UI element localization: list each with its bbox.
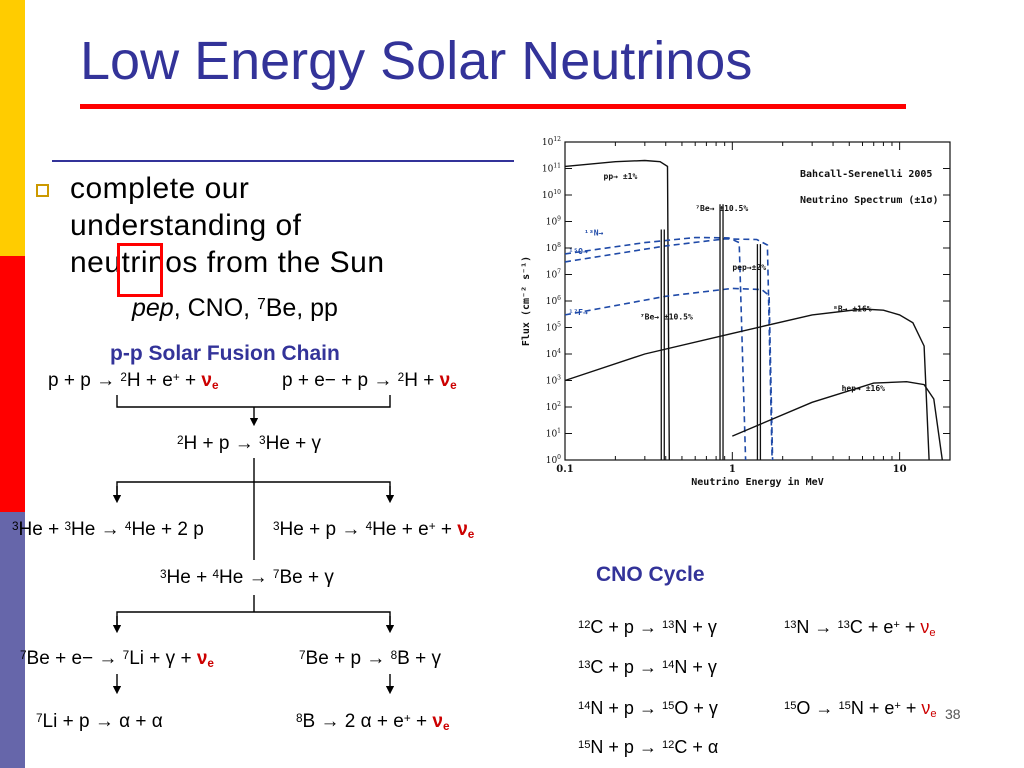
neutrino-spectrum-chart: 1001011021031041051061071081091010101110… (521, 136, 951, 488)
line-pep-label: pep→±2% (732, 263, 766, 272)
side-bar-yellow (0, 0, 25, 256)
y-tick-label: 1012 (542, 136, 561, 148)
x-axis-label: Neutrino Energy in MeV (691, 476, 823, 488)
cno-reaction-1: 12C + p → 13N + γ (578, 617, 717, 637)
y-tick-label: 107 (546, 269, 561, 281)
cno-reaction-4: 14N + p → 15O + γ (578, 698, 718, 718)
line-7be-0.86-label: ⁷Be→ ±10.5% (695, 204, 748, 213)
y-tick-label: 100 (546, 454, 561, 466)
y-axis-label: Flux (cm⁻² s⁻¹) (521, 256, 532, 346)
series-8b-label: ⁸B→ ±16% (833, 305, 872, 314)
y-tick-label: 1010 (542, 189, 561, 201)
cno-reaction-6: 15N + p → 12C + α (578, 737, 719, 757)
bullet-line-3: neutrinos from the Sun (70, 246, 385, 279)
series-hep-line (732, 380, 943, 461)
x-tick-label: 0.1 (556, 464, 573, 475)
series-15o-line (564, 238, 773, 461)
reaction-pep: p + e− + p → 2H + νe (282, 370, 457, 392)
highlight-box (117, 243, 163, 297)
series-pp-line (564, 159, 670, 461)
x-tick-label: 10 (893, 464, 907, 475)
bullet-line-2: understanding of (70, 209, 302, 242)
line-7be-0.38-label: ⁷Be→ ±10.5% (640, 313, 693, 322)
section-divider (52, 160, 514, 162)
side-bar-red (0, 256, 25, 512)
page-number: 38 (945, 706, 961, 722)
y-tick-label: 103 (546, 375, 561, 387)
cno-reaction-5: 15O → 15N + e+ + νe (784, 698, 937, 720)
reaction-b8-decay: 8B → 2 α + e+ + νe (296, 711, 450, 733)
cno-cycle-title: CNO Cycle (596, 563, 705, 586)
series-17f-label: ¹⁷F→ (569, 308, 588, 317)
cno-reaction-2: 13N → 13C + e+ + νe (784, 617, 936, 639)
series-pp-label: pp→ ±1% (604, 172, 638, 181)
slide-title: Low Energy Solar Neutrinos (80, 31, 753, 91)
reaction-li7: 7Li + p → α + α (36, 711, 163, 732)
y-tick-label: 102 (546, 401, 561, 413)
x-tick-label: 1 (729, 464, 736, 475)
y-tick-label: 108 (546, 242, 561, 254)
series-13n-label: ¹³N→ (584, 228, 603, 237)
title-underline (80, 104, 906, 109)
reaction-be7-capture: 7Be + e− → 7Li + γ + νe (20, 648, 214, 670)
neutrino-sources: pep, CNO, 7Be, pp (132, 294, 338, 322)
series-hep-label: hep→ ±16% (842, 384, 886, 393)
reaction-he3-he4: 3He + 4He → 7Be + γ (160, 567, 334, 588)
series-17f-line (564, 287, 774, 461)
y-tick-label: 1011 (542, 163, 561, 175)
y-tick-label: 109 (546, 216, 561, 228)
cno-reaction-3: 13C + p → 14N + γ (578, 657, 717, 677)
series-8b-line (564, 308, 930, 461)
reaction-be7-proton: 7Be + p → 8B + γ (299, 648, 441, 669)
pp-chain-title: p-p Solar Fusion Chain (110, 342, 340, 365)
chart-subtitle: Neutrino Spectrum (±1σ) (800, 194, 938, 206)
y-tick-label: 101 (546, 428, 561, 440)
bullet-line-1: complete our (70, 172, 250, 205)
side-bar-blue (0, 512, 25, 768)
reaction-pp: p + p → 2H + e+ + νe (48, 370, 219, 392)
series-15o-label: ¹⁵O→ (569, 247, 588, 256)
series-13n-line (564, 236, 747, 461)
reaction-deuterium: 2H + p → 3He + γ (177, 433, 322, 454)
bullet-square-icon (36, 184, 49, 197)
reaction-he3-he3: 3He + 3He → 4He + 2 p (12, 519, 204, 540)
y-tick-label: 106 (546, 295, 561, 307)
y-tick-label: 104 (546, 348, 561, 360)
y-tick-label: 105 (546, 322, 561, 334)
chart-title: Bahcall-Serenelli 2005 (800, 168, 932, 180)
reaction-hep: 3He + p → 4He + e+ + νe (273, 519, 475, 541)
pep-label: pep (132, 294, 174, 322)
